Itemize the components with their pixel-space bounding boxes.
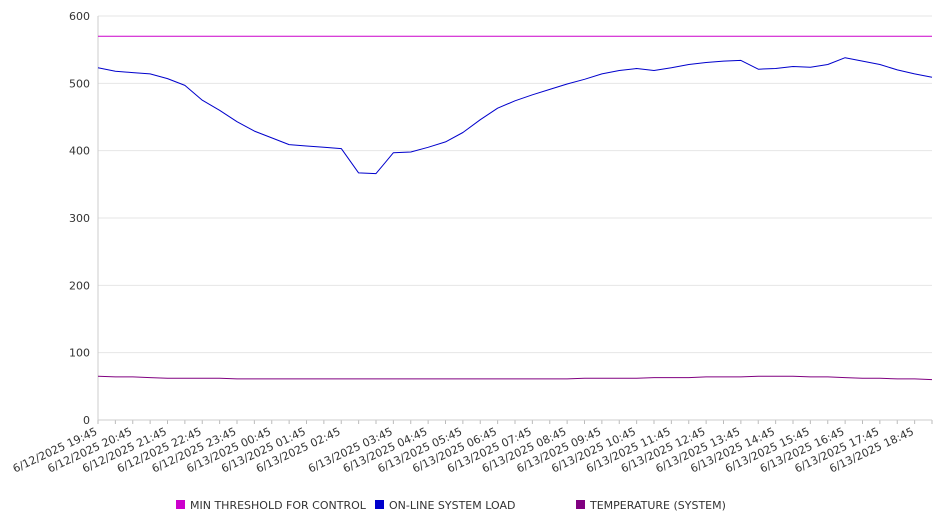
y-tick-label: 400 — [69, 145, 90, 158]
y-tick-label: 0 — [83, 414, 90, 427]
y-tick-label: 600 — [69, 10, 90, 23]
legend-swatch — [576, 500, 585, 509]
legend: MIN THRESHOLD FOR CONTROL ON-LINE SYSTEM … — [176, 499, 726, 512]
legend-label: MIN THRESHOLD FOR CONTROL — [190, 499, 367, 512]
legend-swatch — [176, 500, 185, 509]
legend-label: ON-LINE SYSTEM LOAD — [389, 499, 515, 512]
legend-label: TEMPERATURE (SYSTEM) — [589, 499, 726, 512]
y-tick-label: 500 — [69, 77, 90, 90]
y-tick-label: 200 — [69, 279, 90, 292]
series-lines — [97, 35, 933, 381]
y-axis-ticks: 0 100 200 300 400 500 600 — [69, 10, 90, 427]
x-axis-ticks: 6/12/2025 19:456/12/2025 20:456/12/2025 … — [11, 420, 933, 475]
series-line-temperature-system — [97, 375, 933, 381]
y-tick-label: 100 — [69, 347, 90, 360]
legend-swatch — [375, 500, 384, 509]
gridlines — [98, 15, 932, 354]
y-tick-label: 300 — [69, 212, 90, 225]
series-line-on-line-system-load — [97, 57, 933, 175]
